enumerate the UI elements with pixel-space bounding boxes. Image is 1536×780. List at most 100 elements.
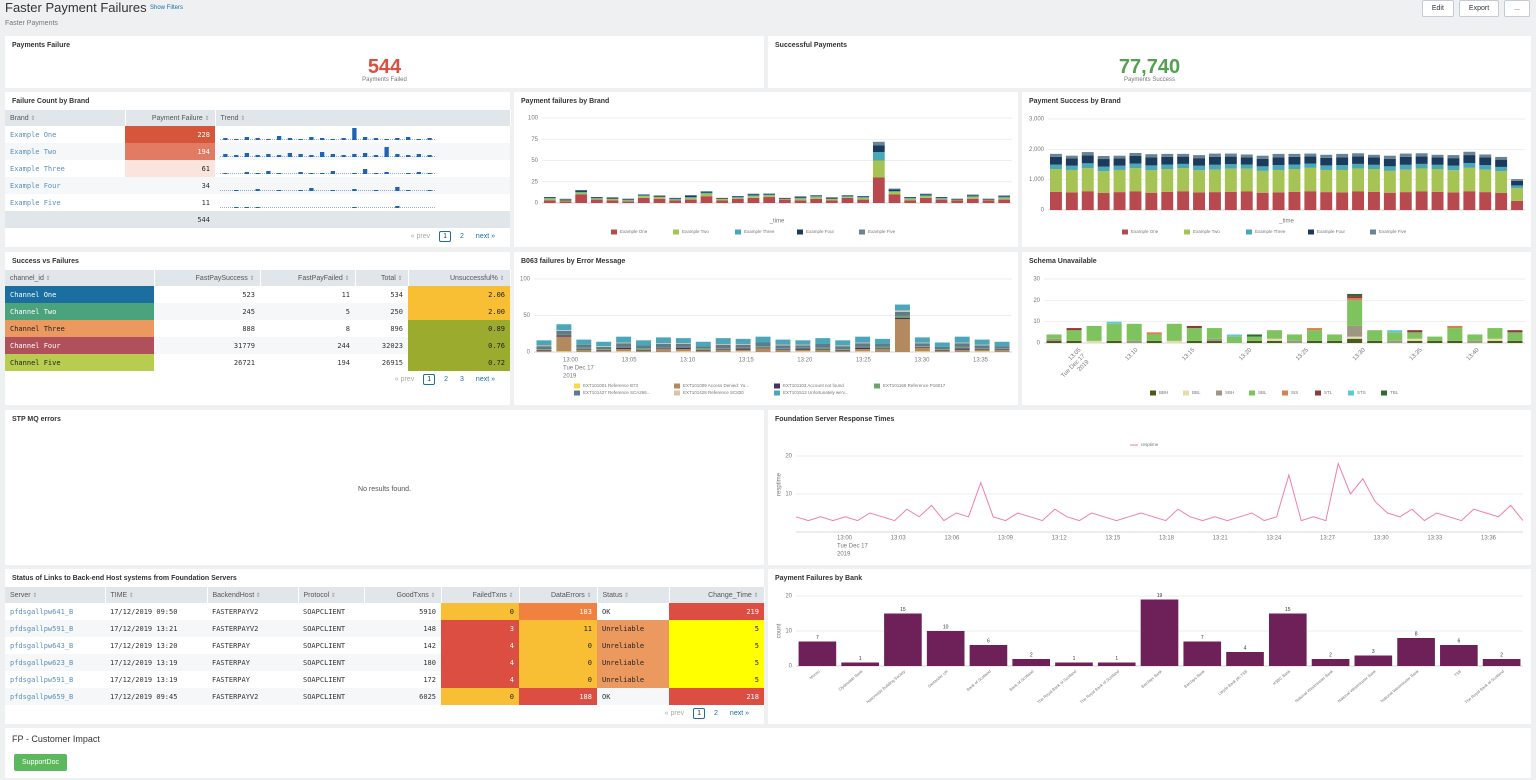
column-header[interactable]: Protocol <box>298 587 365 603</box>
bar-segment <box>1126 323 1142 341</box>
bar-segment <box>559 199 572 201</box>
bar-segment <box>1129 191 1142 210</box>
bar-segment <box>1383 158 1396 167</box>
pager-item[interactable]: « prev <box>410 233 431 240</box>
bar-segment <box>888 191 901 192</box>
bar-segment <box>1049 191 1062 210</box>
sparkline-bar <box>416 153 422 157</box>
x-tick-label: 13:36 <box>1481 536 1497 542</box>
bar-segment <box>1383 192 1396 210</box>
header-button[interactable]: Export <box>1458 0 1500 17</box>
x-tick-label: 13:35 <box>973 358 989 364</box>
pager-item[interactable]: next » <box>729 710 749 717</box>
pager-item[interactable]: next » <box>475 233 495 240</box>
header-button[interactable]: ... <box>1504 0 1530 17</box>
column-header[interactable]: Status <box>597 587 670 603</box>
y-tick-label: 0 <box>527 350 531 356</box>
bar-segment <box>1240 191 1253 210</box>
bar-segment <box>1399 164 1412 170</box>
legend-label: SBL <box>1258 390 1267 395</box>
pager-item[interactable]: « prev <box>664 710 685 717</box>
pager-item[interactable]: 1 <box>423 374 436 385</box>
bar <box>1311 659 1350 666</box>
bar-segment <box>1399 156 1412 165</box>
legend-label: BBH <box>1159 390 1168 395</box>
pager-item[interactable]: next » <box>475 376 495 383</box>
bar-segment <box>835 349 851 350</box>
bar-segment <box>1146 340 1162 343</box>
column-header[interactable]: BackendHost <box>207 587 299 603</box>
column-header[interactable]: Trend <box>215 110 511 126</box>
column-header[interactable]: GoodTxns <box>364 587 442 603</box>
legend-swatch <box>774 390 780 396</box>
column-header[interactable]: Change_Time <box>669 587 765 603</box>
column-header[interactable]: Brand <box>5 110 126 126</box>
column-header[interactable]: FastPaySuccess <box>154 270 261 286</box>
column-header[interactable]: TIME <box>105 587 208 603</box>
table-row: Channel Five 26721 194 26915 0.72 <box>5 354 510 371</box>
bar-segment <box>755 347 771 349</box>
bar-segment <box>616 347 632 350</box>
bar-segment <box>1479 192 1492 210</box>
bar-segment <box>1049 164 1062 170</box>
sparkline-bar <box>244 152 250 157</box>
column-header[interactable]: channel_id <box>5 270 155 286</box>
pager-item[interactable]: 1 <box>439 231 452 242</box>
bar-segment <box>994 341 1010 347</box>
pager-item[interactable]: 1 <box>693 708 706 719</box>
bar-segment <box>556 351 572 352</box>
column-header[interactable]: FailedTxns <box>441 587 520 603</box>
data-label: 2 <box>1500 652 1503 658</box>
x-tick-label: 13:25 <box>1295 347 1310 362</box>
bar-segment <box>1206 328 1222 339</box>
pager-item[interactable]: 3 <box>460 376 464 383</box>
bar-segment <box>1347 325 1363 337</box>
bar-segment <box>994 348 1010 350</box>
y-axis-label: count <box>777 623 783 638</box>
bar-segment <box>1288 169 1301 192</box>
sparkline-bar <box>373 172 379 174</box>
bar-segment <box>1113 155 1126 159</box>
column-header[interactable]: DataErrors <box>519 587 598 603</box>
bar-segment <box>596 341 612 347</box>
header-button[interactable]: Edit <box>1421 0 1454 17</box>
pager-item[interactable]: « prev <box>394 376 415 383</box>
sparkline-bar <box>395 186 400 191</box>
bar-segment <box>716 200 729 203</box>
bar-segment <box>1193 155 1206 159</box>
bar-segment <box>775 349 791 350</box>
column-header[interactable]: Unsuccessful% <box>408 270 511 286</box>
bar-segment <box>894 310 910 312</box>
bar <box>1397 638 1435 666</box>
bar-segment <box>951 200 964 203</box>
chart-panel: Payment Failures by Bank 0 10 20 count 7 Monzo… <box>768 569 1531 724</box>
bar-segment <box>755 348 771 352</box>
bar-segment <box>1447 170 1460 193</box>
bar-segment <box>543 198 556 201</box>
bar-segment <box>1097 193 1110 210</box>
legend-label: Example Three <box>1255 229 1286 234</box>
pager-item[interactable]: 2 <box>714 710 718 717</box>
line <box>795 461 1524 522</box>
column-header[interactable]: Payment Failure <box>125 110 216 126</box>
x-tick-label: 13:03 <box>891 536 907 542</box>
bar-segment <box>1193 192 1206 210</box>
column-header[interactable]: Server <box>5 587 106 603</box>
column-header[interactable]: Total <box>355 270 409 286</box>
bar-segment <box>982 199 995 201</box>
show-filters-link[interactable]: Show Filters <box>150 5 184 11</box>
support-doc-button[interactable]: SupportDoc <box>14 754 67 771</box>
table-cell: 26915 <box>381 358 403 367</box>
bar-segment <box>914 343 930 347</box>
sparkline-bar <box>255 154 260 157</box>
data-label: 15 <box>1285 607 1291 613</box>
pager-item[interactable]: 2 <box>460 233 464 240</box>
table-cell: FASTERPAYV2 <box>207 688 298 705</box>
pager-item[interactable]: 2 <box>444 376 449 383</box>
bar-segment <box>1193 165 1206 171</box>
bar-segment <box>1336 169 1349 193</box>
column-header[interactable]: FastPayFailed <box>260 270 356 286</box>
bar-segment <box>622 201 635 203</box>
bar-segment <box>1287 334 1303 341</box>
bar-segment <box>1447 325 1463 329</box>
